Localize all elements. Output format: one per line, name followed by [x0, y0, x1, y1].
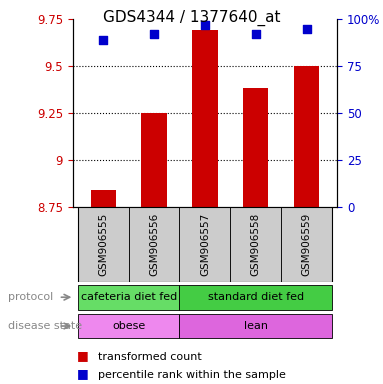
- Point: [303, 26, 309, 32]
- Text: lean: lean: [244, 321, 268, 331]
- Bar: [180, 207, 230, 282]
- Text: cafeteria diet fed: cafeteria diet fed: [80, 292, 177, 302]
- Text: disease state: disease state: [8, 321, 82, 331]
- Bar: [192, 30, 218, 207]
- Bar: [129, 207, 180, 282]
- Point: [253, 31, 259, 37]
- Text: ■: ■: [77, 367, 88, 380]
- Bar: [78, 207, 129, 282]
- Text: obese: obese: [112, 321, 145, 331]
- Bar: [281, 207, 332, 282]
- Bar: [78, 285, 180, 310]
- Bar: [294, 66, 319, 207]
- Text: GSM906556: GSM906556: [149, 213, 159, 276]
- Text: protocol: protocol: [8, 292, 53, 302]
- Text: GSM906555: GSM906555: [98, 213, 108, 276]
- Text: GSM906557: GSM906557: [200, 213, 210, 276]
- Bar: [141, 113, 167, 207]
- Point: [202, 22, 208, 28]
- Text: percentile rank within the sample: percentile rank within the sample: [98, 370, 286, 380]
- Point: [100, 37, 106, 43]
- Text: GSM906559: GSM906559: [301, 213, 311, 276]
- Bar: [90, 190, 116, 207]
- Text: ■: ■: [77, 349, 88, 362]
- Bar: [180, 314, 332, 338]
- Bar: [230, 207, 281, 282]
- Text: transformed count: transformed count: [98, 352, 201, 362]
- Text: GDS4344 / 1377640_at: GDS4344 / 1377640_at: [103, 10, 280, 26]
- Bar: [180, 285, 332, 310]
- Text: standard diet fed: standard diet fed: [208, 292, 304, 302]
- Point: [151, 31, 157, 37]
- Bar: [78, 314, 180, 338]
- Bar: [243, 88, 268, 207]
- Text: GSM906558: GSM906558: [251, 213, 261, 276]
